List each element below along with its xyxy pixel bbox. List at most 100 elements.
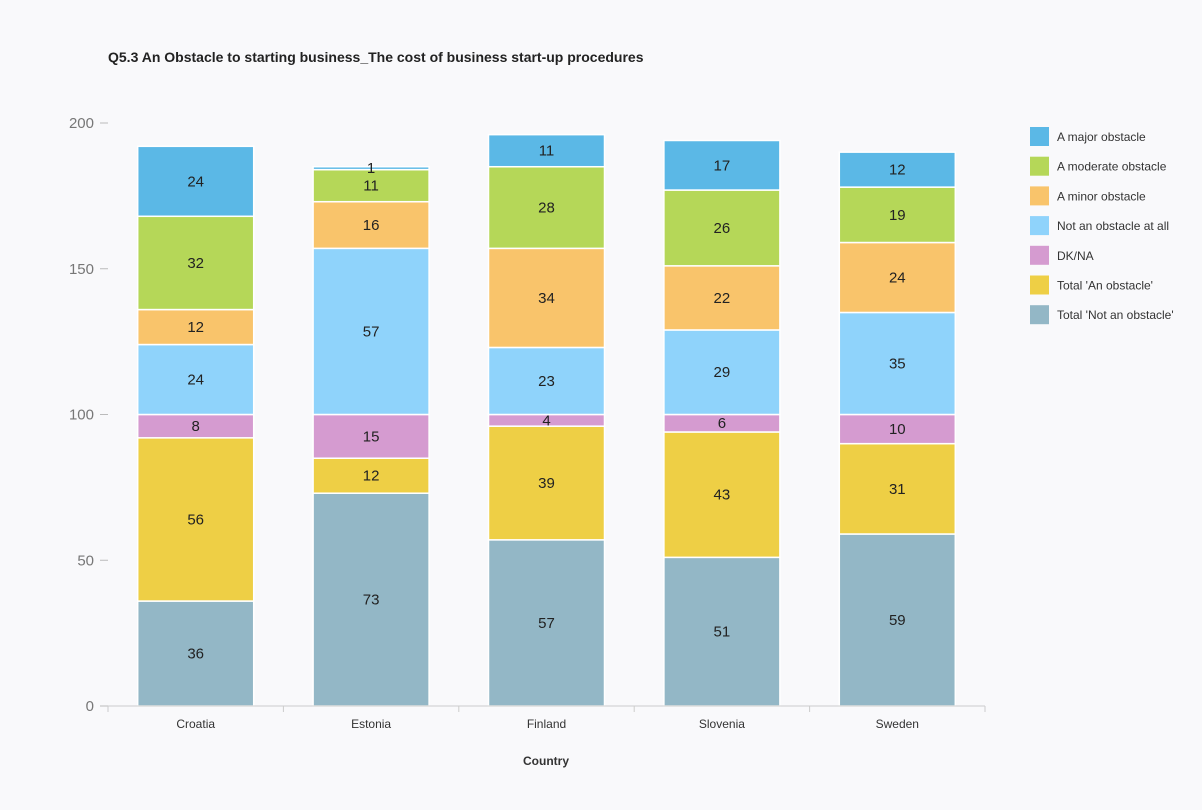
bar-value-label: 31 [889, 481, 906, 498]
legend-item: DK/NA [1030, 245, 1094, 265]
bar-value-label: 29 [714, 364, 731, 381]
bar-value-label: 1 [367, 160, 375, 177]
bar-segment [312, 200, 430, 250]
bar-value-label: 12 [187, 319, 204, 336]
bar-value-label: 12 [363, 468, 380, 485]
bar-segment [312, 247, 430, 416]
bar-segment [487, 247, 606, 349]
bar-segment [312, 165, 430, 171]
legend-swatch [1030, 156, 1049, 176]
bar-value-label: 43 [714, 487, 731, 504]
bar-value-label: 12 [889, 162, 906, 179]
bar-segment [312, 457, 430, 494]
legend-label: Not an obstacle at all [1057, 219, 1169, 233]
legend-label: Total 'Not an obstacle' [1057, 308, 1174, 322]
legend-item: Not an obstacle at all [1030, 216, 1169, 236]
bar-segment [838, 151, 957, 188]
legend-item: Total 'Not an obstacle' [1030, 305, 1174, 325]
bar-value-label: 24 [187, 372, 204, 389]
bar-value-label: 57 [538, 615, 555, 632]
x-tick-label: Estonia [351, 717, 391, 731]
bar-stack-sweden: 59 31 10 35 24 19 12 [838, 151, 957, 707]
bar-value-label: 34 [538, 290, 555, 307]
bar-segment [136, 437, 255, 602]
bar-value-label: 36 [187, 646, 204, 663]
bar-value-label: 11 [363, 178, 379, 195]
bar-value-label: 15 [363, 428, 380, 445]
bar-segment [136, 145, 255, 218]
bar-value-label: 35 [889, 355, 906, 372]
bar-segment [663, 139, 781, 191]
bar-value-label: 24 [889, 269, 906, 286]
legend-swatch [1030, 186, 1049, 206]
bar-segment [663, 431, 781, 559]
bar-value-label: 39 [538, 475, 555, 492]
legend-label: A major obstacle [1057, 130, 1146, 144]
legend-swatch [1030, 305, 1049, 325]
bar-value-label: 73 [363, 592, 380, 609]
legend-swatch [1030, 127, 1049, 146]
legend-item: A moderate obstacle [1030, 156, 1167, 176]
bar-value-label: 56 [187, 511, 204, 528]
x-tick-label: Slovenia [699, 717, 745, 731]
bar-value-label: 11 [539, 143, 555, 160]
bar-segment [312, 413, 430, 459]
legend-label: Total 'An obstacle' [1057, 279, 1153, 293]
legend-swatch [1030, 275, 1049, 295]
legend-item: A major obstacle [1030, 127, 1146, 146]
bar-value-label: 32 [187, 255, 204, 272]
x-tick-label: Sweden [876, 717, 919, 731]
x-tick-label: Finland [527, 717, 566, 731]
legend-swatch [1030, 245, 1049, 265]
bar-value-label: 8 [192, 418, 200, 435]
bar-stack-finland: 57 39 4 23 34 28 11 [487, 133, 606, 707]
legend: A major obstacle A moderate obstacle A min… [1030, 127, 1174, 325]
bar-value-label: 16 [363, 217, 380, 234]
bar-segment [136, 600, 255, 707]
bar-value-label: 23 [538, 373, 555, 390]
bar-segment [838, 413, 957, 445]
legend-swatch [1030, 216, 1049, 236]
y-tick-label: 50 [77, 552, 94, 569]
bar-value-label: 26 [714, 220, 731, 237]
bar-value-label: 24 [187, 173, 204, 190]
y-tick-label: 150 [69, 261, 94, 278]
bar-segment [487, 165, 606, 250]
legend-label: DK/NA [1057, 249, 1094, 263]
legend-label: A minor obstacle [1057, 189, 1146, 203]
bar-segment [838, 241, 957, 314]
bar-stack-slovenia: 51 43 6 29 22 26 17 [663, 139, 781, 707]
bar-value-label: 59 [889, 612, 906, 629]
y-tick-label: 100 [69, 407, 94, 424]
bar-segment [487, 425, 606, 541]
bar-value-label: 17 [714, 157, 731, 174]
bar-segment [838, 186, 957, 244]
bar-value-label: 10 [889, 421, 906, 438]
bar-segment [487, 539, 606, 707]
legend-label: A moderate obstacle [1057, 160, 1167, 174]
legend-item: A minor obstacle [1030, 186, 1146, 206]
y-axis: 0 50 100 150 200 [69, 115, 108, 715]
legend-item: Total 'An obstacle' [1030, 275, 1153, 295]
bar-segment [663, 189, 781, 267]
x-axis: Croatia Estonia Finland Slovenia Sweden [107, 705, 986, 731]
y-tick-label: 200 [69, 115, 94, 132]
bar-value-label: 19 [889, 207, 906, 224]
bar-value-label: 57 [363, 323, 380, 340]
bar-segment [838, 442, 957, 535]
bar-segment [487, 133, 606, 168]
y-tick-label: 0 [86, 698, 94, 715]
chart-title: Q5.3 An Obstacle to starting business_Th… [108, 49, 644, 65]
bar-segment [136, 215, 255, 311]
bar-segment [312, 168, 430, 203]
bar-segment [136, 343, 255, 416]
bar-value-label: 4 [542, 412, 550, 429]
x-axis-label: Country [523, 754, 569, 768]
bar-segment [838, 311, 957, 416]
bar-stack-estonia: 73 12 15 57 16 111 [312, 160, 430, 707]
bar-segment [487, 346, 606, 416]
bar-segment [838, 533, 957, 707]
bar-stack-croatia: 36 56 8 24 12 32 24 [136, 145, 255, 707]
bar-value-label: 28 [538, 200, 555, 217]
